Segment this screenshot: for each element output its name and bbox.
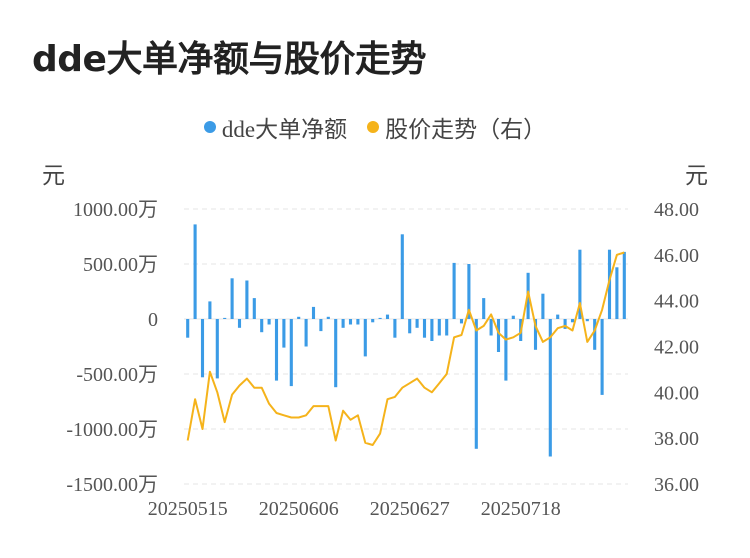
chart-legend: dde大单净额 股价走势（右） (0, 110, 750, 144)
dde-bar (511, 315, 515, 319)
dde-bar (378, 317, 382, 319)
right-axis-unit: 元 (685, 163, 708, 188)
dde-bar (289, 319, 293, 387)
dde-bar (319, 319, 323, 332)
dde-bar (467, 264, 471, 319)
legend-dot-price (367, 121, 380, 133)
right-axis-tick-label: 42.00 (654, 337, 699, 359)
price-line (186, 251, 625, 446)
left-axis-tick-label: 500.00万 (83, 254, 158, 276)
dde-bar (252, 298, 256, 319)
right-axis-tick-label: 48.00 (654, 199, 699, 221)
dde-bar (422, 319, 427, 338)
dde-bar (208, 301, 212, 319)
dde-bar (622, 251, 626, 319)
dde-bar (563, 319, 567, 329)
right-axis-tick-label: 40.00 (654, 382, 699, 404)
dde-bar (363, 319, 367, 357)
dde-bar (393, 319, 397, 338)
dde-bar (600, 319, 604, 395)
dde-bar (326, 316, 330, 319)
left-axis-unit: 元 (42, 163, 65, 188)
dde-bar (615, 267, 619, 319)
dde-bar (311, 306, 316, 319)
dde-bar (215, 319, 219, 379)
right-axis-tick-label: 46.00 (654, 245, 699, 267)
dde-bar (237, 319, 242, 328)
dde-bar (267, 319, 271, 325)
dde-bar (274, 319, 279, 381)
left-axis-tick-label: -1000.00万 (66, 419, 158, 441)
legend-label-dde: dde大单净额 (221, 117, 348, 142)
dde-bar (385, 314, 390, 319)
dde-bar (304, 319, 308, 347)
dde-bar (200, 319, 205, 378)
legend-item-price[interactable]: 股价走势（右） (367, 110, 546, 144)
dde-bar (585, 319, 589, 322)
dde-bar (607, 249, 612, 319)
right-axis-tick-label: 44.00 (654, 291, 699, 313)
dde-bar (408, 319, 412, 334)
dde-bar (474, 319, 478, 449)
right-axis-tick-label: 36.00 (654, 474, 699, 496)
x-axis-tick-label: 20250718 (481, 498, 561, 520)
left-axis-tick-label: -1500.00万 (66, 474, 158, 496)
legend-dot-dde (203, 121, 216, 133)
dde-bar (482, 298, 486, 319)
dde-bar (356, 319, 360, 325)
dde-bar (260, 319, 264, 333)
dde-bar (533, 319, 538, 350)
legend-label-price: 股价走势（右） (385, 117, 547, 142)
dde-bar (334, 319, 338, 388)
dde-bar (186, 319, 190, 338)
dde-bar (282, 319, 286, 348)
dde-bar (504, 319, 508, 381)
x-axis-tick-label: 20250606 (259, 498, 339, 520)
x-axis-tick-label: 20250515 (148, 498, 228, 520)
dde-bar (193, 224, 197, 319)
legend-item-dde[interactable]: dde大单净额 (203, 110, 348, 144)
dde-bar (415, 319, 419, 328)
dde-bar (297, 316, 301, 319)
dde-bar (593, 319, 597, 350)
dde-bar (371, 319, 375, 323)
dde-bar (348, 319, 353, 325)
dde-bar (459, 319, 464, 324)
dde-bar (437, 319, 441, 336)
dde-bar (548, 319, 552, 457)
left-axis-tick-label: -500.00万 (76, 364, 158, 386)
dde-bar (452, 262, 456, 319)
dde-bar (430, 319, 434, 341)
dde-bar (341, 319, 345, 328)
x-axis-tick-label: 20250627 (370, 498, 450, 520)
dde-bar (445, 319, 449, 336)
dde-bar (230, 278, 234, 319)
chart-title: dde大单净额与股价走势 (32, 39, 426, 80)
dde-bar (223, 317, 227, 319)
left-axis-tick-label: 0 (148, 309, 158, 331)
dde-bar (496, 319, 501, 352)
left-axis-tick-label: 1000.00万 (73, 199, 158, 221)
dde-bar (556, 314, 560, 319)
dde-bar (570, 319, 575, 323)
right-axis-tick-label: 38.00 (654, 428, 699, 450)
dde-bar (489, 319, 493, 336)
dde-bar (541, 293, 545, 319)
dde-bar (245, 280, 249, 319)
dde-bar (400, 234, 404, 319)
dde-bar (578, 249, 582, 319)
